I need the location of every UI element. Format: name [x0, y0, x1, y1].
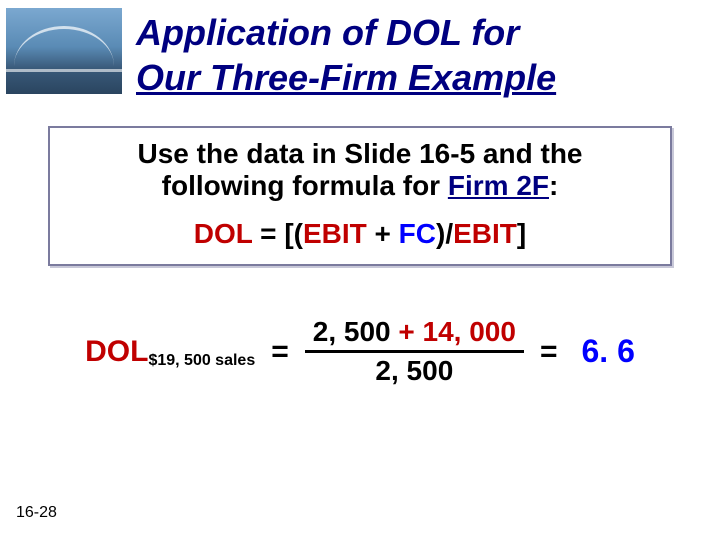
- numerator: 2, 500 + 14, 000: [305, 314, 524, 350]
- numerator-b: 14, 000: [423, 316, 516, 347]
- formula-plus: +: [367, 218, 399, 249]
- slide-title: Application of DOL for Our Three-Firm Ex…: [136, 8, 556, 100]
- calculation-row: DOL$19, 500 sales = 2, 500 + 14, 000 2, …: [0, 314, 720, 389]
- formula-rb: ): [436, 218, 445, 249]
- bridge-logo: [6, 8, 122, 94]
- formula-slash: /: [445, 218, 453, 249]
- title-line-1: Application of DOL for: [136, 10, 556, 55]
- dol-subscript-label: DOL$19, 500 sales: [85, 335, 255, 369]
- result-value: 6. 6: [573, 333, 634, 370]
- formula-cb: ]: [517, 218, 526, 249]
- formula-fc: FC: [399, 218, 436, 249]
- box-line2-suffix: :: [549, 170, 558, 201]
- formula-lb: [(: [284, 218, 303, 249]
- dol-formula: DOL = [(EBIT + FC)/EBIT]: [60, 218, 660, 250]
- box-text-line-2: following formula for Firm 2F:: [60, 170, 660, 202]
- equals-1: =: [271, 335, 289, 369]
- formula-dol: DOL: [194, 218, 253, 249]
- equals-2: =: [540, 335, 558, 369]
- box-text-line-1: Use the data in Slide 16-5 and the: [60, 138, 660, 170]
- box-line2-prefix: following formula for: [162, 170, 448, 201]
- fraction: 2, 500 + 14, 000 2, 500: [305, 314, 524, 389]
- formula-ebit-1: EBIT: [303, 218, 367, 249]
- formula-eq: =: [252, 218, 284, 249]
- firm-2f-label: Firm 2F: [448, 170, 549, 201]
- calc-dol: DOL: [85, 335, 148, 369]
- header-row: Application of DOL for Our Three-Firm Ex…: [0, 0, 720, 100]
- title-line-2: Our Three-Firm Example: [136, 55, 556, 100]
- denominator: 2, 500: [367, 353, 461, 389]
- instruction-box: Use the data in Slide 16-5 and the follo…: [48, 126, 672, 266]
- slide-number: 16-28: [16, 504, 57, 522]
- formula-ebit-2: EBIT: [453, 218, 517, 249]
- calc-subscript: $19, 500 sales: [148, 352, 255, 370]
- numerator-a: 2, 500: [313, 316, 391, 347]
- numerator-plus: +: [391, 316, 423, 347]
